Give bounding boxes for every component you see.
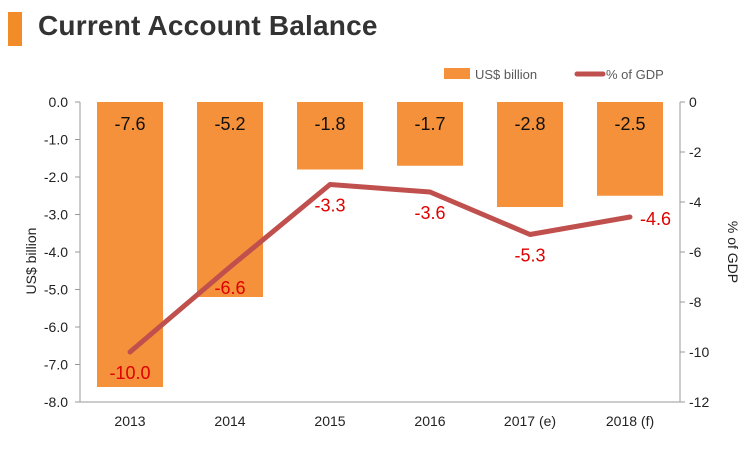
- legend-bar-label: US$ billion: [475, 67, 537, 82]
- x-tick-label: 2014: [214, 413, 245, 429]
- legend-bar-swatch: [444, 68, 470, 79]
- x-tick-label: 2018 (f): [606, 413, 654, 429]
- y-tick-label: -7.0: [44, 357, 68, 373]
- bar-data-label: -1.7: [414, 114, 445, 134]
- line-data-label: -3.3: [314, 196, 345, 216]
- y-tick-label: -6.0: [44, 319, 68, 335]
- chart-title: Current Account Balance: [38, 10, 378, 41]
- y-tick-label: -5.0: [44, 282, 68, 298]
- y2-axis-title: % of GDP: [725, 221, 741, 283]
- bar: [597, 102, 663, 196]
- y-tick-label: -3.0: [44, 207, 68, 223]
- bar-data-label: -7.6: [114, 114, 145, 134]
- bar: [397, 102, 463, 166]
- y2-tick-label: -6: [689, 244, 702, 260]
- x-tick-label: 2016: [414, 413, 445, 429]
- y2-tick-label: -8: [689, 294, 702, 310]
- bar-data-label: -5.2: [214, 114, 245, 134]
- gdp-line: [127, 182, 633, 355]
- y-tick-label: -8.0: [44, 394, 68, 410]
- line-data-label: -5.3: [514, 246, 545, 266]
- y-tick-label: 0.0: [49, 94, 69, 110]
- bar-data-label: -1.8: [314, 114, 345, 134]
- bar: [497, 102, 563, 207]
- y2-tick-label: -4: [689, 194, 702, 210]
- bar-data-label: -2.5: [614, 114, 645, 134]
- line-data-label: -10.0: [109, 363, 150, 383]
- y2-tick-label: -2: [689, 144, 702, 160]
- legend-line-label: % of GDP: [606, 67, 664, 82]
- x-tick-label: 2013: [114, 413, 145, 429]
- x-tick-label: 2015: [314, 413, 345, 429]
- y2-tick-label: -10: [689, 344, 709, 360]
- y-tick-label: -4.0: [44, 244, 68, 260]
- x-tick-label: 2017 (e): [504, 413, 556, 429]
- line-data-label: -4.6: [640, 209, 671, 229]
- y-axis-title: US$ billion: [23, 228, 39, 295]
- y-tick-label: -2.0: [44, 169, 68, 185]
- title-accent-bar: [8, 12, 22, 46]
- bar: [97, 102, 163, 387]
- y2-tick-label: 0: [689, 94, 697, 110]
- y2-tick-label: -12: [689, 394, 709, 410]
- y-tick-label: -1.0: [44, 132, 68, 148]
- line-data-label: -6.6: [214, 278, 245, 298]
- bar: [297, 102, 363, 170]
- bar-data-label: -2.8: [514, 114, 545, 134]
- line-data-label: -3.6: [414, 203, 445, 223]
